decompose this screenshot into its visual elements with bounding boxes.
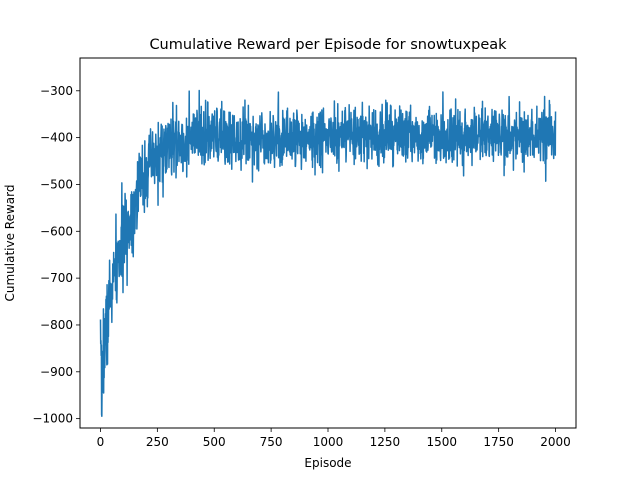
- y-tick-label: −300: [40, 84, 73, 98]
- series-line-cumulative-reward: [99, 89, 557, 418]
- y-tick-label: −600: [40, 224, 73, 238]
- x-tick-label: 2000: [540, 435, 571, 449]
- plot-area: [79, 57, 577, 429]
- chart-title: Cumulative Reward per Episode for snowtu…: [149, 37, 507, 53]
- y-tick-label: −500: [40, 177, 73, 191]
- x-axis-title: Episode: [304, 456, 351, 470]
- x-tick-label: 1250: [370, 435, 401, 449]
- x-axis: 0 250 500 750 1000 1250 1500 1750 2000: [97, 428, 571, 449]
- y-tick-label: −700: [40, 271, 73, 285]
- y-tick-label: −1000: [32, 412, 73, 426]
- x-tick-label: 1500: [426, 435, 457, 449]
- y-axis-title: Cumulative Reward: [3, 185, 17, 302]
- x-tick-label: 750: [260, 435, 283, 449]
- x-tick-label: 1000: [313, 435, 344, 449]
- y-tick-label: −400: [40, 131, 73, 145]
- x-tick-label: 1750: [483, 435, 514, 449]
- y-axis: −1000 −900 −800 −700 −600 −500 −400 −300: [32, 84, 80, 426]
- x-tick-label: 500: [203, 435, 226, 449]
- x-tick-label: 0: [97, 435, 105, 449]
- x-tick-label: 250: [146, 435, 169, 449]
- y-tick-label: −900: [40, 365, 73, 379]
- y-tick-label: −800: [40, 318, 73, 332]
